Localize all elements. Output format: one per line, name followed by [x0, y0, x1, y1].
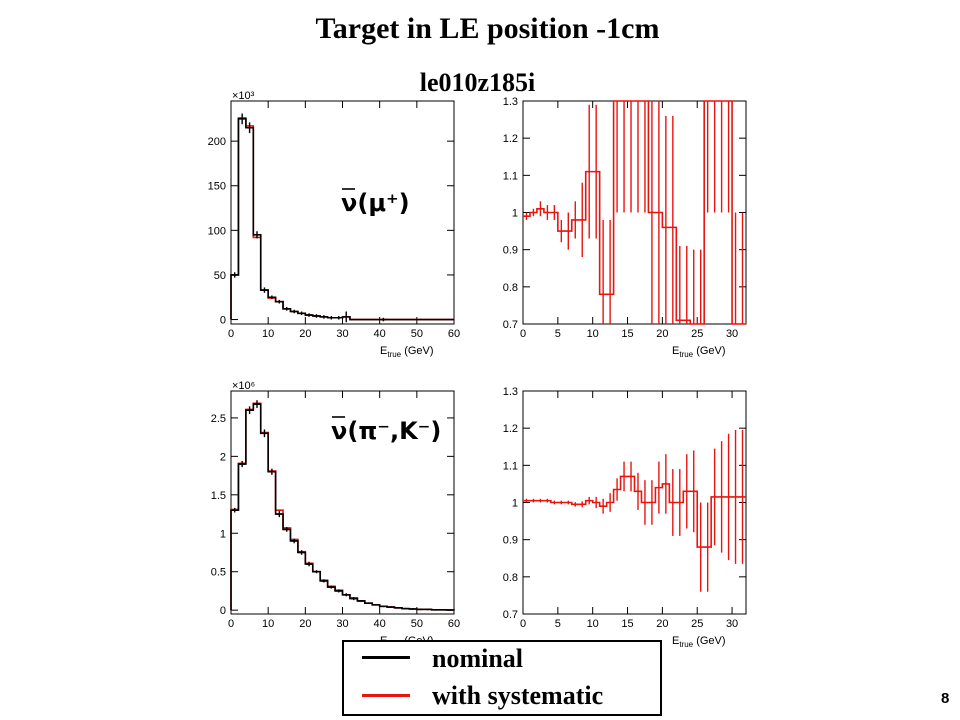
x-axis-label: Etrue (GeV)	[380, 345, 434, 359]
x-tick-label: 10	[262, 328, 274, 340]
y-tick-label: 1.5	[211, 490, 226, 502]
ratio-line	[523, 100, 746, 325]
page-title: Target in LE position -1cm	[315, 12, 660, 45]
y-tick-label: 1.2	[503, 423, 518, 435]
series-annotation: ν(π⁻,K⁻)	[331, 417, 441, 445]
y-tick-label: 0.9	[503, 535, 518, 547]
y-tick-label: 100	[208, 225, 226, 237]
x-tick-label: 60	[448, 328, 460, 340]
page-number: 8	[941, 690, 950, 707]
legend-line-nominal	[362, 656, 410, 659]
y-tick-label: 1	[512, 208, 518, 220]
y-tick-label: 0.8	[503, 572, 518, 584]
x-tick-label: 30	[726, 618, 738, 630]
x-tick-label: 0	[520, 618, 526, 630]
y-tick-label: 1.1	[503, 460, 518, 472]
chart-panel-top-left: 0 10 20 30 40 50 60 0 50 100 150 200 Etrue (GeV) ×10³…	[208, 90, 460, 359]
page-subtitle: le010z185i	[419, 68, 536, 97]
y-tick-label: 0.7	[503, 609, 518, 621]
y-exponent-label: ×10³	[232, 90, 255, 102]
x-tick-label: 20	[299, 618, 311, 630]
x-tick-label: 25	[691, 618, 703, 630]
x-tick-label: 5	[555, 328, 561, 340]
y-tick-label: 1	[220, 528, 226, 540]
x-tick-label: 10	[587, 328, 599, 340]
x-tick-label: 0	[228, 618, 234, 630]
y-tick-label: 1.1	[503, 170, 518, 182]
x-tick-label: 60	[448, 618, 460, 630]
y-tick-label: 0.5	[211, 567, 226, 579]
series-annotation: ν(μ⁺)	[341, 189, 410, 217]
y-tick-label: 2.5	[211, 413, 226, 425]
y-tick-label: 200	[208, 136, 226, 148]
y-tick-label: 0.7	[503, 319, 518, 331]
chart-panel-bottom-right: 0 5 10 15 20 25 30 0.7 0.8 0.9 1 1.1 1.2 1.3 Etrue (Ge…	[503, 386, 747, 649]
y-tick-label: 1	[512, 498, 518, 510]
legend-label-systematic: with systematic	[432, 681, 604, 710]
x-tick-label: 30	[336, 328, 348, 340]
x-tick-label: 15	[621, 328, 633, 340]
y-tick-label: 150	[208, 181, 226, 193]
x-tick-label: 0	[520, 328, 526, 340]
legend: nominal with systematic	[342, 640, 662, 716]
x-tick-label: 20	[299, 328, 311, 340]
y-tick-label: 1.3	[503, 386, 518, 398]
x-tick-label: 20	[656, 618, 668, 630]
y-tick-label: 0.8	[503, 282, 518, 294]
y-exponent-label: ×10⁶	[232, 380, 255, 392]
y-tick-label: 0	[220, 315, 226, 327]
y-tick-label: 0.9	[503, 245, 518, 257]
legend-label-nominal: nominal	[432, 644, 524, 673]
ratio-line	[523, 475, 746, 548]
x-tick-label: 50	[411, 618, 423, 630]
y-tick-label: 50	[214, 270, 226, 282]
x-tick-label: 40	[374, 328, 386, 340]
x-axis-label: Etrue (GeV)	[672, 345, 726, 359]
x-axis-label: Etrue (GeV)	[672, 635, 726, 649]
x-tick-label: 30	[336, 618, 348, 630]
x-tick-label: 0	[228, 328, 234, 340]
x-tick-label: 50	[411, 328, 423, 340]
y-tick-label: 2	[220, 451, 226, 463]
y-tick-label: 0	[220, 605, 226, 617]
x-tick-label: 15	[621, 618, 633, 630]
x-tick-label: 25	[691, 328, 703, 340]
x-tick-label: 10	[587, 618, 599, 630]
x-tick-label: 10	[262, 618, 274, 630]
legend-line-systematic	[362, 694, 410, 697]
x-tick-label: 20	[656, 328, 668, 340]
x-tick-label: 5	[555, 618, 561, 630]
y-tick-label: 1.2	[503, 133, 518, 145]
y-tick-label: 1.3	[503, 96, 518, 108]
x-tick-label: 30	[726, 328, 738, 340]
chart-panel-top-right: 0 5 10 15 20 25 30 0.7 0.8 0.9 1 1.1 1.2 1.3 Etrue (Ge…	[503, 96, 747, 359]
x-tick-label: 40	[374, 618, 386, 630]
